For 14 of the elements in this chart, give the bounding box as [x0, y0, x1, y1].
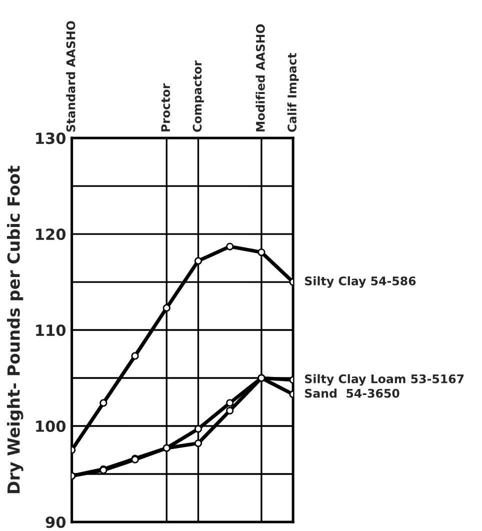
x-tick-label: Proctor — [161, 83, 170, 132]
y-tick-label: 90 — [46, 516, 66, 528]
y-axis-title: Dry Weight- Pounds per Cubic Foot — [7, 166, 24, 494]
series-label: Sand 54-3650 — [305, 388, 400, 398]
y-tick-label: 110 — [36, 324, 66, 336]
y-tick-label: 100 — [36, 420, 66, 432]
x-tick-label: Standard AASHO — [66, 21, 76, 132]
series-label: Silty Clay 54-586 — [305, 276, 416, 288]
series-label: Silty Clay Loam 53-5167 — [305, 374, 464, 386]
y-tick-label: 120 — [36, 228, 66, 240]
x-tick-label: Compactor — [192, 60, 204, 132]
y-tick-label: 130 — [36, 132, 66, 144]
x-tick-label: Calif Impact — [287, 53, 299, 132]
x-tick-label: Modified AASHO — [256, 24, 265, 132]
